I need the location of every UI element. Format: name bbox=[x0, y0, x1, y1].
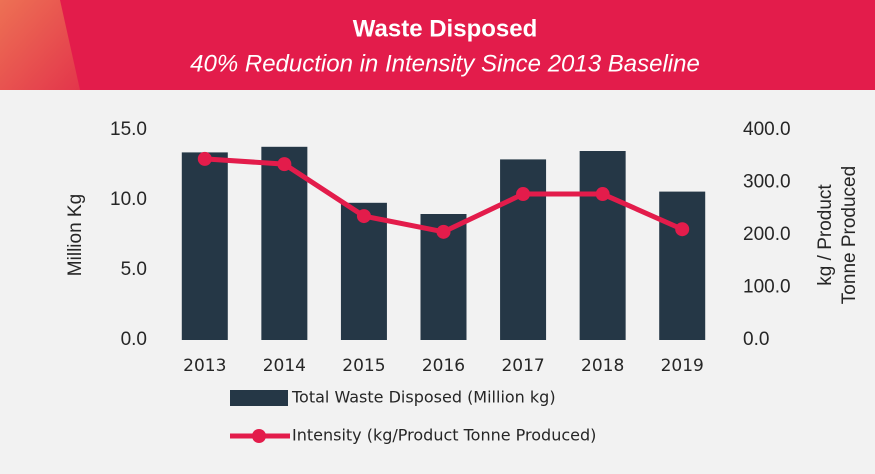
line-point bbox=[595, 187, 610, 202]
y2-tick-label: 200.0 bbox=[743, 224, 791, 245]
bar bbox=[659, 191, 706, 340]
bar bbox=[579, 151, 626, 340]
y-tick-label: 10.0 bbox=[110, 189, 147, 210]
y-tick-label: 15.0 bbox=[110, 119, 147, 140]
chart-title: Waste Disposed bbox=[353, 15, 538, 42]
legend-swatch bbox=[230, 390, 288, 406]
y2-tick-label: 300.0 bbox=[743, 172, 791, 193]
line-point bbox=[277, 157, 292, 172]
y2-axis-label: Tonne Produced bbox=[839, 166, 860, 304]
legend-label: Intensity (kg/Product Tonne Produced) bbox=[292, 426, 596, 445]
header-accent bbox=[0, 0, 80, 90]
legend-swatch bbox=[252, 429, 266, 443]
line-point bbox=[356, 209, 371, 224]
x-tick-label: 2013 bbox=[183, 356, 226, 376]
bar bbox=[181, 152, 228, 340]
header bbox=[0, 0, 875, 90]
x-tick-label: 2014 bbox=[263, 356, 306, 376]
y2-tick-label: 0.0 bbox=[743, 329, 769, 350]
bar bbox=[261, 146, 308, 340]
y-tick-label: 0.0 bbox=[121, 329, 147, 350]
bar bbox=[340, 202, 387, 340]
legend-label: Total Waste Disposed (Million kg) bbox=[291, 388, 556, 407]
y2-tick-label: 400.0 bbox=[743, 119, 791, 140]
x-tick-label: 2019 bbox=[661, 356, 704, 376]
chart-subtitle: 40% Reduction in Intensity Since 2013 Ba… bbox=[190, 50, 700, 77]
y2-tick-label: 100.0 bbox=[743, 277, 791, 298]
x-tick-label: 2017 bbox=[501, 356, 544, 376]
y2-axis-label: kg / Product bbox=[815, 184, 836, 286]
line-point bbox=[675, 222, 690, 237]
x-tick-label: 2018 bbox=[581, 356, 624, 376]
x-tick-label: 2016 bbox=[422, 356, 465, 376]
x-tick-label: 2015 bbox=[342, 356, 385, 376]
bar bbox=[500, 159, 547, 340]
line-point bbox=[436, 224, 451, 239]
line-point bbox=[197, 151, 212, 166]
y-tick-label: 5.0 bbox=[121, 259, 147, 280]
line-point bbox=[516, 187, 531, 202]
y-axis-label: Million Kg bbox=[65, 194, 86, 276]
